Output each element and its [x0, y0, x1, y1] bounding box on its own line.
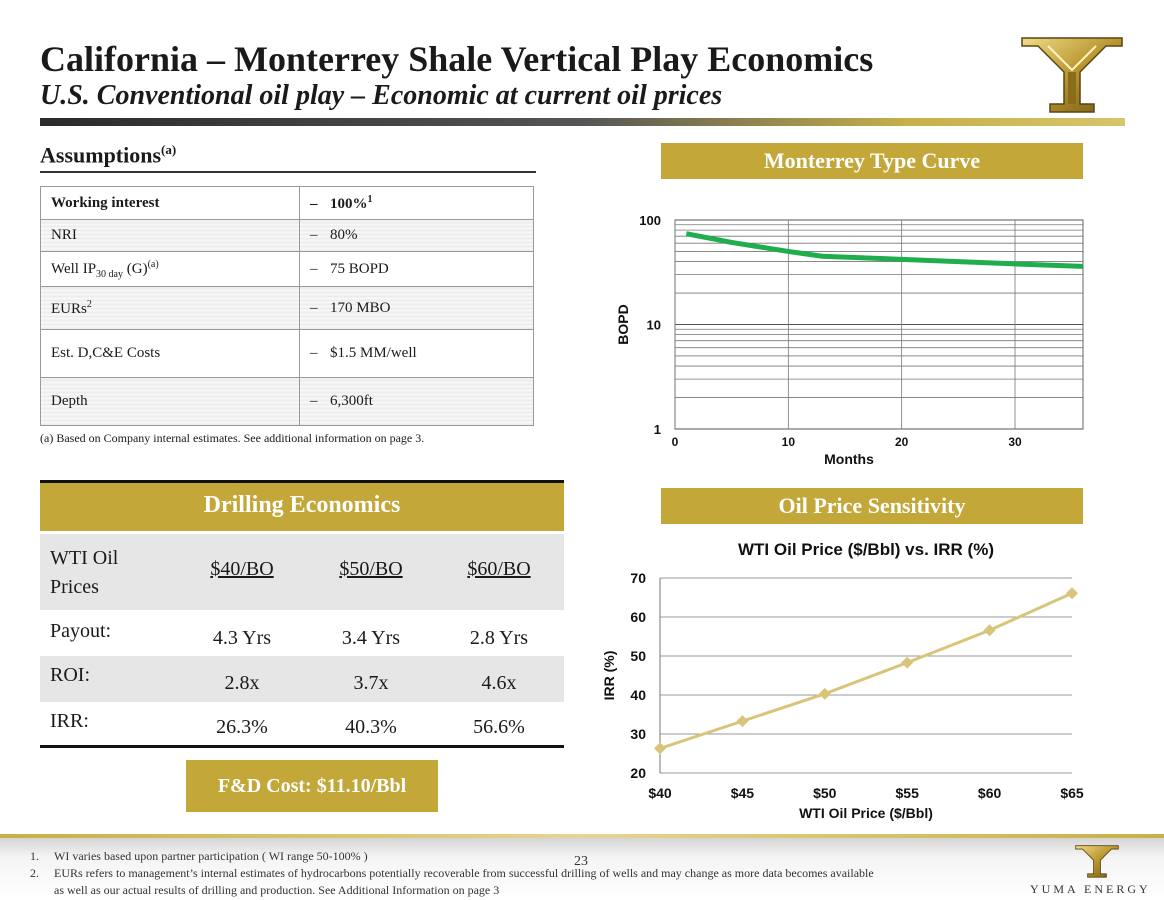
series-line [685, 231, 1084, 269]
footnote-2-continued: as well as our actual results of drillin… [54, 883, 500, 897]
drilling-top-rule [40, 480, 564, 483]
price-header: $60/BO [467, 558, 531, 580]
wti-prices-label: WTI Oil Prices [50, 547, 119, 598]
chart-title: WTI Oil Price ($/Bbl) vs. IRR (%) [738, 540, 994, 559]
price-header: $50/BO [339, 558, 403, 580]
y-tick-label: 40 [630, 687, 646, 703]
y-axis-title: BOPD [615, 304, 631, 344]
table-cell: 2.8x [224, 672, 260, 694]
y-tick-label: 30 [630, 726, 646, 742]
irr-label: IRR: [50, 710, 89, 732]
table-row: Well IP30 day (G)(a) –75 BOPD [40, 251, 534, 287]
sensitivity-banner: Oil Price Sensitivity [661, 488, 1083, 524]
x-tick-label: $45 [731, 785, 755, 801]
x-tick-label: $40 [648, 785, 672, 801]
y-tick-label: 20 [630, 765, 646, 781]
y-tick-label: 1 [654, 422, 661, 437]
data-point [736, 715, 749, 728]
footnote-1: 1. WI varies based upon partner participa… [30, 849, 368, 863]
table-cell: 2.8 Yrs [469, 627, 529, 649]
x-tick-label: 30 [1008, 435, 1022, 449]
payout-label: Payout: [50, 620, 112, 642]
y-tick-label: 70 [630, 570, 646, 586]
footnote-2: 2. EURs refers to management’s internal e… [30, 866, 874, 880]
assumptions-table: Working interest –100%1 NRI –80% Well IP… [40, 186, 534, 426]
table-row: NRI –80% [40, 219, 534, 252]
title-divider [40, 118, 1125, 126]
fd-cost-box: F&D Cost: $11.10/Bbl [186, 760, 438, 812]
table-row: Depth –6,300ft [40, 377, 534, 426]
x-tick-label: $55 [896, 785, 920, 801]
x-tick-label: 0 [672, 435, 679, 449]
x-tick-label: 20 [895, 435, 909, 449]
table-row: WTI Oil Prices $40/BO $50/BO $60/BO [40, 534, 564, 610]
table-row: Payout: 4.3 Yrs 3.4 Yrs 2.8 Yrs [40, 610, 564, 656]
table-cell: 3.7x [353, 672, 389, 694]
price-header: $40/BO [210, 558, 274, 580]
table-row: EURs2 –170 MBO [40, 286, 534, 330]
table-cell: 4.3 Yrs [212, 627, 272, 649]
footer-accent [0, 834, 1164, 838]
yuma-logo-icon [1021, 37, 1123, 113]
table-row: ROI: 2.8x 3.7x 4.6x [40, 656, 564, 702]
company-name: YUMA ENERGY [1030, 882, 1151, 896]
x-tick-label: 10 [782, 435, 796, 449]
y-tick-label: 50 [630, 648, 646, 664]
assumptions-divider [40, 171, 536, 173]
y-tick-label: 10 [647, 318, 661, 333]
slide-subtitle: U.S. Conventional oil play – Economic at… [40, 80, 723, 111]
page-number: 23 [574, 854, 588, 869]
data-point [901, 656, 914, 669]
sensitivity-chart: WTI Oil Price ($/Bbl) vs. IRR (%) 20 30 40 5… [601, 540, 1084, 821]
table-cell: 56.6% [473, 716, 525, 738]
yuma-footer-logo-icon [1075, 845, 1119, 878]
table-cell: 3.4 Yrs [341, 627, 401, 649]
table-row: Est. D,C&E Costs – $1.5 MM/well [40, 329, 534, 378]
y-tick-label: 60 [630, 609, 646, 625]
x-axis-title: WTI Oil Price ($/Bbl) [799, 805, 933, 821]
roi-label: ROI: [50, 664, 90, 686]
data-point [1066, 587, 1078, 600]
type-curve-banner: Monterrey Type Curve [661, 143, 1083, 179]
table-row: IRR: 26.3% 40.3% 56.6% [40, 702, 564, 745]
table-cell: 4.6x [481, 672, 517, 694]
table-row: Working interest –100%1 [40, 186, 534, 220]
x-tick-label: $65 [1060, 785, 1084, 801]
slide-title: California – Monterrey Shale Vertical Pl… [40, 39, 874, 79]
x-axis-title: Months [824, 451, 874, 467]
y-axis-title: IRR (%) [601, 651, 617, 701]
x-tick-label: $60 [978, 785, 1002, 801]
drilling-bottom-rule [40, 745, 564, 748]
assumptions-footnote: (a) Based on Company internal estimates.… [40, 431, 425, 445]
footer-band [0, 838, 1164, 900]
table-cell: 26.3% [216, 716, 268, 738]
data-point [654, 742, 666, 755]
x-tick-label: $50 [813, 785, 837, 801]
drilling-economics-banner: Drilling Economics [40, 483, 564, 531]
series-line [659, 591, 1073, 750]
table-cell: 40.3% [345, 716, 397, 738]
data-point [983, 624, 996, 637]
type-curve-chart: 1 10 100 0 10 20 30 Months BOPD [615, 213, 1084, 467]
assumptions-heading: Assumptions(a) [40, 142, 177, 168]
data-point [818, 687, 831, 700]
y-tick-label: 100 [639, 213, 661, 228]
